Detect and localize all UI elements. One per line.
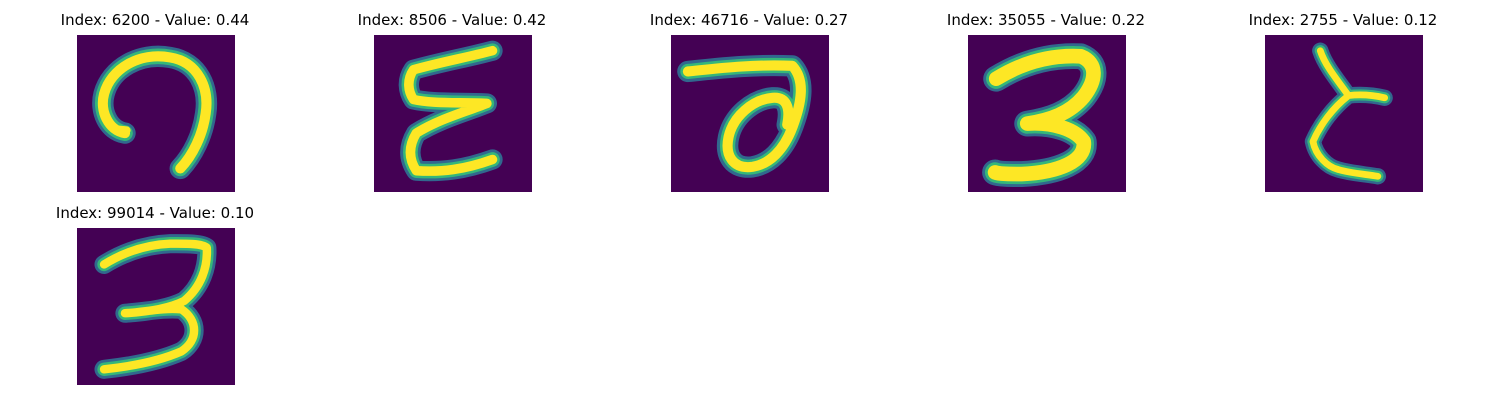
handwritten-character-image xyxy=(1265,35,1423,192)
image-panel: Index: 8506 - Value: 0.42 xyxy=(332,0,572,192)
image-panel: Index: 46716 - Value: 0.27 xyxy=(629,0,869,192)
handwritten-character-image xyxy=(374,35,532,192)
image-panel: Index: 2755 - Value: 0.12 xyxy=(1223,0,1463,192)
panel-title: Index: 8506 - Value: 0.42 xyxy=(357,11,547,29)
handwritten-character-image xyxy=(671,35,829,192)
image-panel: Index: 99014 - Value: 0.10 xyxy=(35,193,275,385)
image-panel: Index: 6200 - Value: 0.44 xyxy=(35,0,275,192)
panel-title: Index: 99014 - Value: 0.10 xyxy=(55,204,255,222)
panel-title: Index: 6200 - Value: 0.44 xyxy=(60,11,250,29)
handwritten-character-image xyxy=(77,228,235,385)
handwritten-character-image xyxy=(77,35,235,192)
panel-title: Index: 35055 - Value: 0.22 xyxy=(946,11,1146,29)
panel-title: Index: 46716 - Value: 0.27 xyxy=(649,11,849,29)
handwritten-character-image xyxy=(968,35,1126,192)
image-panel: Index: 35055 - Value: 0.22 xyxy=(926,0,1166,192)
panel-title: Index: 2755 - Value: 0.12 xyxy=(1248,11,1438,29)
